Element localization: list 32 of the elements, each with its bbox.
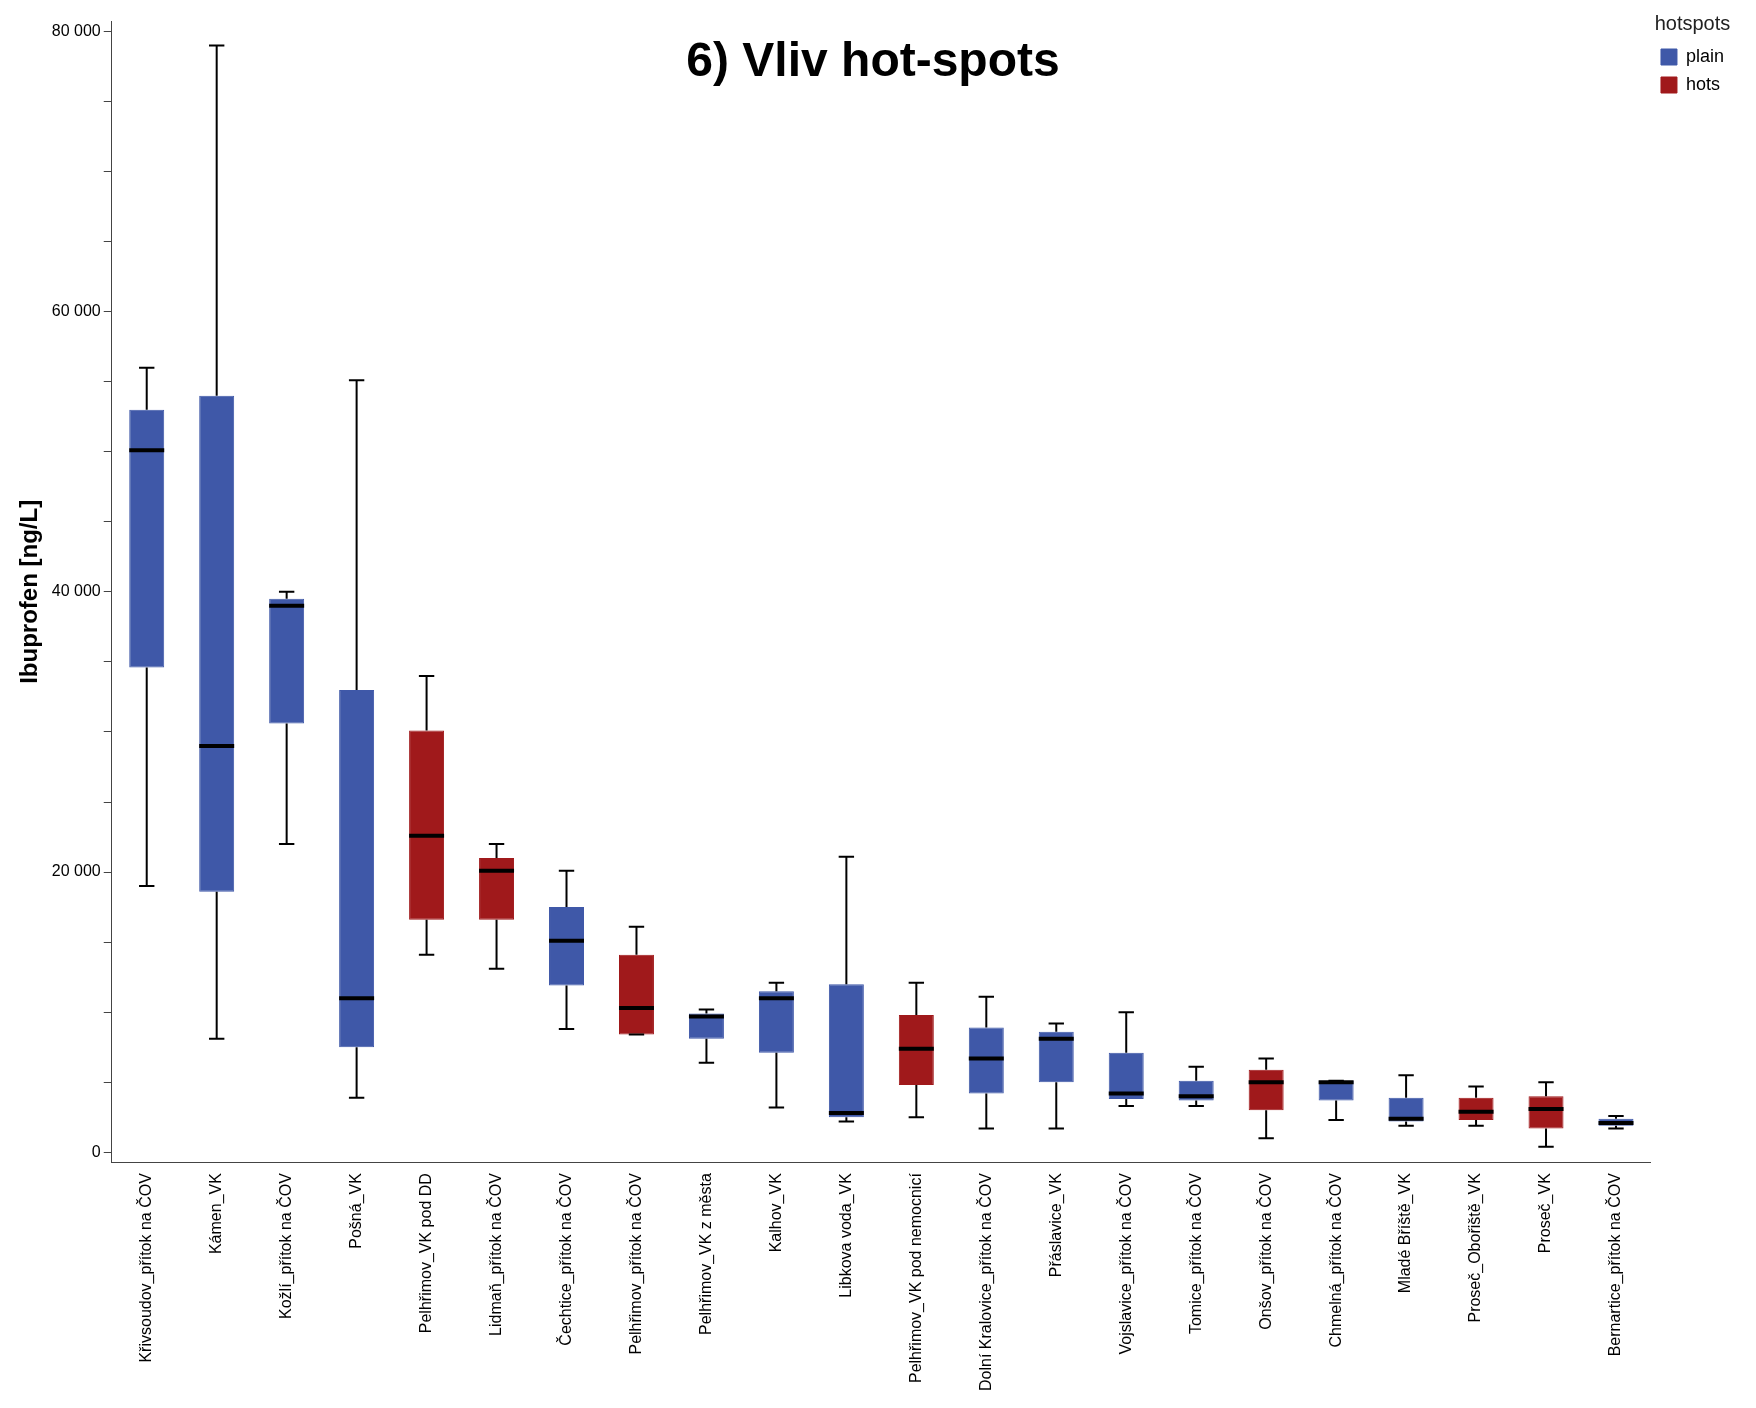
x-tick-label: Onšov_přítok na ČOV — [1255, 1172, 1275, 1330]
x-tick-label: Přáslavice_VK — [1046, 1172, 1065, 1278]
x-tick-label: Dolní Kralovice_přítok na ČOV — [975, 1172, 995, 1391]
x-tick-label: Lidmaň_přítok na ČOV — [485, 1172, 505, 1336]
x-tick-label: Vojslavice_přítok na ČOV — [1115, 1172, 1135, 1355]
y-axis-title: Ibuprofen [ng/L] — [15, 499, 43, 684]
y-tick-label: 20 000 — [51, 862, 101, 880]
x-tick-label: Čechtice_přítok na ČOV — [555, 1172, 575, 1346]
x-tick-label: Křivsoudov_přítok na ČOV — [136, 1172, 156, 1363]
y-tick-label: 60 000 — [51, 302, 101, 320]
x-tick-label: Kámen_VK — [207, 1172, 226, 1255]
x-tick-label: Pelhřimov_VK z města — [696, 1173, 715, 1335]
x-tick-label: Proseč_Obořiště_VK — [1466, 1172, 1485, 1323]
y-tick-label: 0 — [91, 1142, 101, 1160]
x-tick-label: Kalhov_VK — [766, 1172, 785, 1253]
legend-title: hotspots — [1654, 11, 1731, 34]
x-tick-label: Tomice_přítok na ČOV — [1185, 1172, 1205, 1335]
legend-label: plain — [1685, 45, 1724, 66]
chart-title: 6) Vliv hot-spots — [686, 33, 1060, 87]
x-tick-label: Kožlí_přítok na ČOV — [276, 1172, 296, 1319]
y-tick-label: 40 000 — [51, 582, 101, 600]
x-tick-label: Libkova voda_VK — [836, 1172, 855, 1298]
x-tick-label: Pelhřimov_VK pod DD — [416, 1173, 435, 1334]
x-tick-label: Pelhřimov_VK pod nemocnicí — [906, 1172, 925, 1384]
y-tick-label: 80 000 — [51, 21, 101, 39]
x-tick-label: Proseč_VK — [1536, 1172, 1555, 1254]
x-tick-label: Bernartice_přítok na ČOV — [1605, 1172, 1625, 1357]
x-tick-label: Chmelná_přítok na ČOV — [1325, 1172, 1345, 1348]
legend-label: hots — [1685, 73, 1720, 94]
x-tick-label: Mladé Bříště_VK — [1396, 1172, 1415, 1294]
x-tick-label: Pošná_VK — [347, 1172, 366, 1249]
x-tick-label: Pelhřimov_přítok na ČOV — [625, 1172, 645, 1355]
